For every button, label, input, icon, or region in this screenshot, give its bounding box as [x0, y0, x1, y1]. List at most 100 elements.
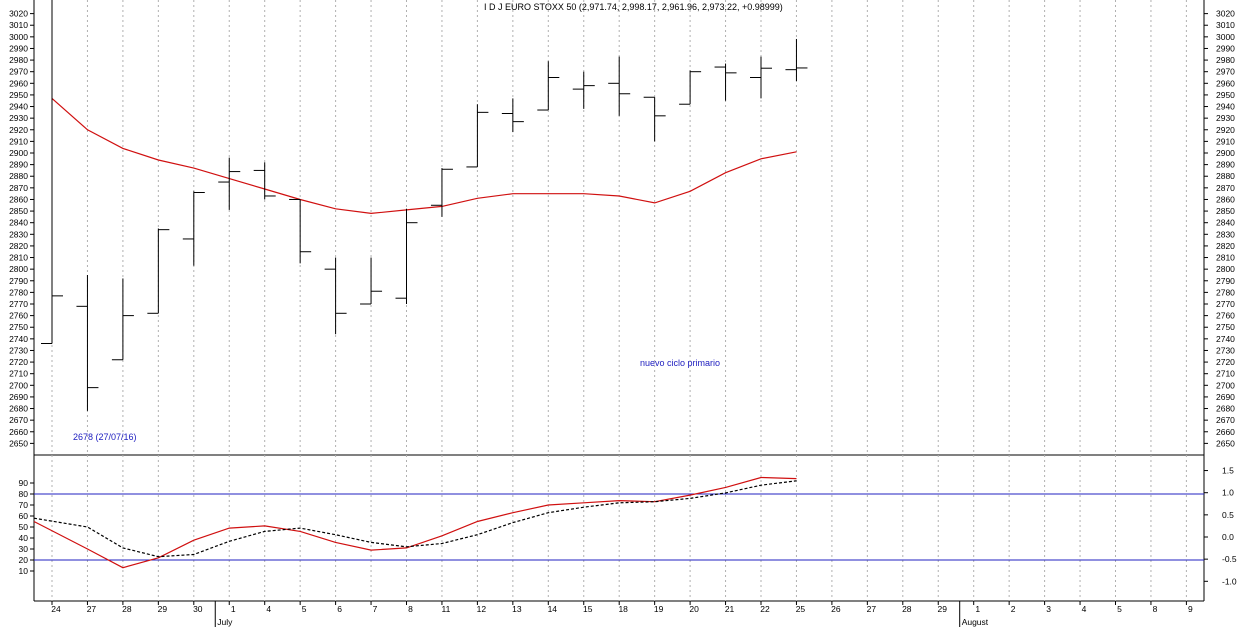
ohlc-bar [147, 228, 170, 314]
y-tick-label: 2750 [9, 322, 28, 332]
x-tick-label: 12 [477, 604, 487, 614]
x-tick-label: 8 [408, 604, 413, 614]
x-tick-label: 19 [654, 604, 664, 614]
y-tick-label: 2990 [9, 43, 28, 53]
x-tick-label: 13 [512, 604, 522, 614]
ohlc-bar [608, 56, 631, 116]
y-tick-label-right: 2840 [1216, 218, 1235, 228]
y-tick-label: 2690 [9, 392, 28, 402]
x-tick-label: 22 [760, 604, 770, 614]
y-tick-label: 2880 [9, 171, 28, 181]
y-tick-label-right: 2950 [1216, 90, 1235, 100]
x-tick-label: 18 [618, 604, 628, 614]
osc-tick-label: 10 [19, 566, 29, 576]
y-tick-label-right: 3010 [1216, 20, 1235, 30]
x-tick-label: 28 [122, 604, 132, 614]
y-tick-label-right: 2650 [1216, 438, 1235, 448]
y-tick-label-right: 2960 [1216, 78, 1235, 88]
x-tick-label: 29 [158, 604, 168, 614]
cycle-annotation: nuevo ciclo primario [640, 358, 721, 368]
y-tick-label-right: 2800 [1216, 264, 1235, 274]
x-tick-label: 5 [1117, 604, 1122, 614]
y-tick-label-right: 2820 [1216, 241, 1235, 251]
y-tick-label: 3010 [9, 20, 28, 30]
y-tick-label-right: 2710 [1216, 369, 1235, 379]
ohlc-bar [41, 0, 63, 344]
osc-tick-label: 90 [19, 478, 29, 488]
ohlc-bar [395, 208, 418, 304]
x-tick-label: 3 [1046, 604, 1051, 614]
y-tick-label-right: 2900 [1216, 148, 1235, 158]
x-tick-label: 11 [442, 604, 451, 614]
y-tick-label-right: 2910 [1216, 136, 1235, 146]
y-tick-label: 3000 [9, 32, 28, 42]
osc-tick-label: 30 [19, 544, 29, 554]
y-tick-label-right: 2850 [1216, 206, 1235, 216]
x-tick-label: 29 [938, 604, 948, 614]
y-tick-label-right: 2870 [1216, 183, 1235, 193]
y-tick-label: 2710 [9, 369, 28, 379]
y-tick-label: 2930 [9, 113, 28, 123]
ohlc-bar [182, 191, 205, 266]
y-tick-label: 2860 [9, 194, 28, 204]
y-tick-label: 2810 [9, 253, 28, 263]
y-tick-label: 2910 [9, 136, 28, 146]
y-tick-label: 2870 [9, 183, 28, 193]
osc-tick-label: 50 [19, 522, 29, 532]
x-tick-label: 21 [725, 604, 735, 614]
y-tick-label-right: 2970 [1216, 67, 1235, 77]
y-tick-label: 2830 [9, 229, 28, 239]
y-tick-label-right: 2990 [1216, 43, 1235, 53]
low-annotation: 2678 (27/07/16) [73, 432, 137, 442]
x-tick-label: 4 [266, 604, 271, 614]
x-tick-label: 5 [302, 604, 307, 614]
osc-right-tick-label: 1.5 [1222, 466, 1234, 476]
y-tick-label-right: 2740 [1216, 334, 1235, 344]
x-tick-label: 25 [796, 604, 806, 614]
osc-right-tick-label: 1.0 [1222, 488, 1234, 498]
y-tick-label: 2890 [9, 160, 28, 170]
y-tick-label-right: 2930 [1216, 113, 1235, 123]
y-tick-label: 2850 [9, 206, 28, 216]
ohlc-bar [466, 104, 489, 168]
y-tick-label-right: 2680 [1216, 404, 1235, 414]
x-tick-label: 27 [87, 604, 97, 614]
y-tick-label-right: 2830 [1216, 229, 1235, 239]
y-tick-label-right: 2760 [1216, 311, 1235, 321]
y-tick-label-right: 2720 [1216, 357, 1235, 367]
y-tick-label: 2760 [9, 311, 28, 321]
x-tick-label: 26 [831, 604, 841, 614]
y-tick-label-right: 2790 [1216, 276, 1235, 286]
ohlc-bar [501, 98, 524, 133]
y-tick-label-right: 2730 [1216, 345, 1235, 355]
y-tick-label-right: 2700 [1216, 380, 1235, 390]
moving-average-line [51, 97, 797, 215]
y-tick-label-right: 3000 [1216, 32, 1235, 42]
ohlc-bar [714, 63, 737, 101]
y-tick-label: 2700 [9, 380, 28, 390]
y-tick-label: 2800 [9, 264, 28, 274]
ohlc-bar [750, 56, 772, 99]
x-tick-label: 2 [1011, 604, 1016, 614]
osc-right-tick-label: 0.0 [1222, 532, 1234, 542]
ohlc-bar [360, 257, 383, 305]
y-tick-label-right: 2880 [1216, 171, 1235, 181]
ohlc-bar [111, 278, 134, 361]
month-label: July [217, 617, 233, 627]
y-tick-label-right: 2670 [1216, 415, 1235, 425]
x-tick-label: 28 [902, 604, 912, 614]
ohlc-bar [785, 38, 808, 82]
y-tick-label: 2740 [9, 334, 28, 344]
ohlc-bar [679, 70, 702, 105]
y-tick-label: 2940 [9, 102, 28, 112]
y-tick-label: 2770 [9, 299, 28, 309]
osc-tick-label: 60 [19, 511, 29, 521]
y-tick-label: 2680 [9, 404, 28, 414]
y-tick-label-right: 2920 [1216, 125, 1235, 135]
y-tick-label: 2660 [9, 427, 28, 437]
osc-right-tick-label: -1.0 [1222, 576, 1237, 586]
ohlc-bar [430, 168, 453, 217]
osc-right-tick-label: 0.5 [1222, 510, 1234, 520]
